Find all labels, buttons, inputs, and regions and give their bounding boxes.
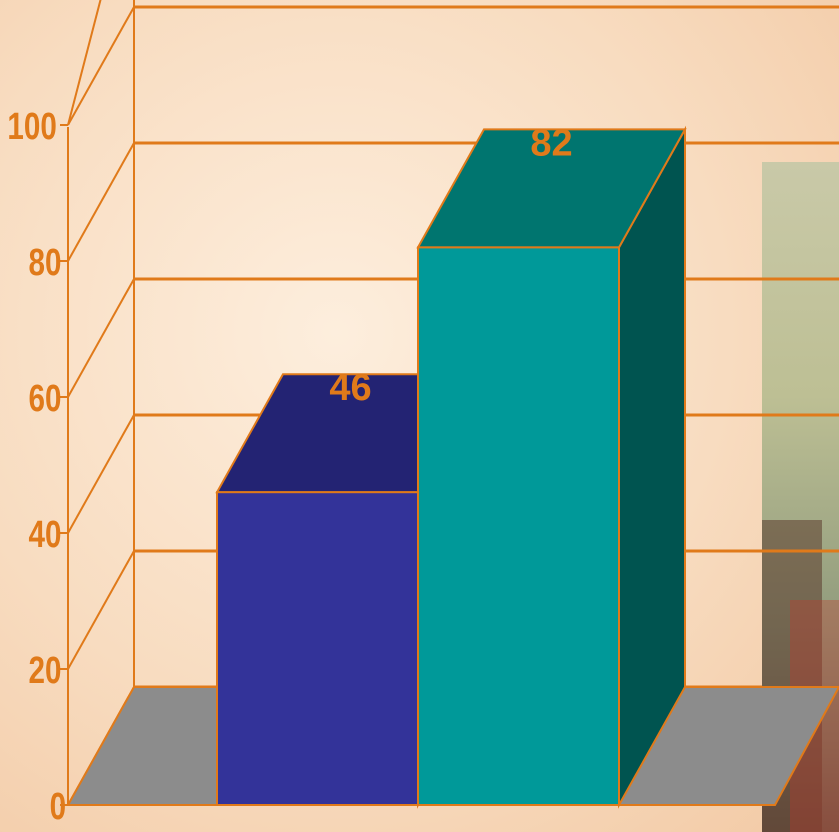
y-tick-label: 40 <box>29 514 62 556</box>
side-wall-line <box>67 550 135 670</box>
side-wall-line <box>67 0 102 126</box>
y-tick-label: 0 <box>50 786 66 828</box>
bar-front-face <box>417 246 620 806</box>
y-tick-label: 20 <box>29 650 62 692</box>
side-wall-line <box>67 142 135 262</box>
y-tick-label: 80 <box>29 242 62 284</box>
data-label: 82 <box>530 122 572 164</box>
y-tick-label: 100 <box>7 106 56 148</box>
side-wall-line <box>67 6 135 126</box>
bar <box>416 125 687 809</box>
side-wall-line <box>67 414 135 534</box>
y-tick-label: 60 <box>29 378 62 420</box>
bar-front-face <box>216 491 419 806</box>
data-label: 46 <box>329 367 371 409</box>
side-wall-line <box>67 278 135 398</box>
